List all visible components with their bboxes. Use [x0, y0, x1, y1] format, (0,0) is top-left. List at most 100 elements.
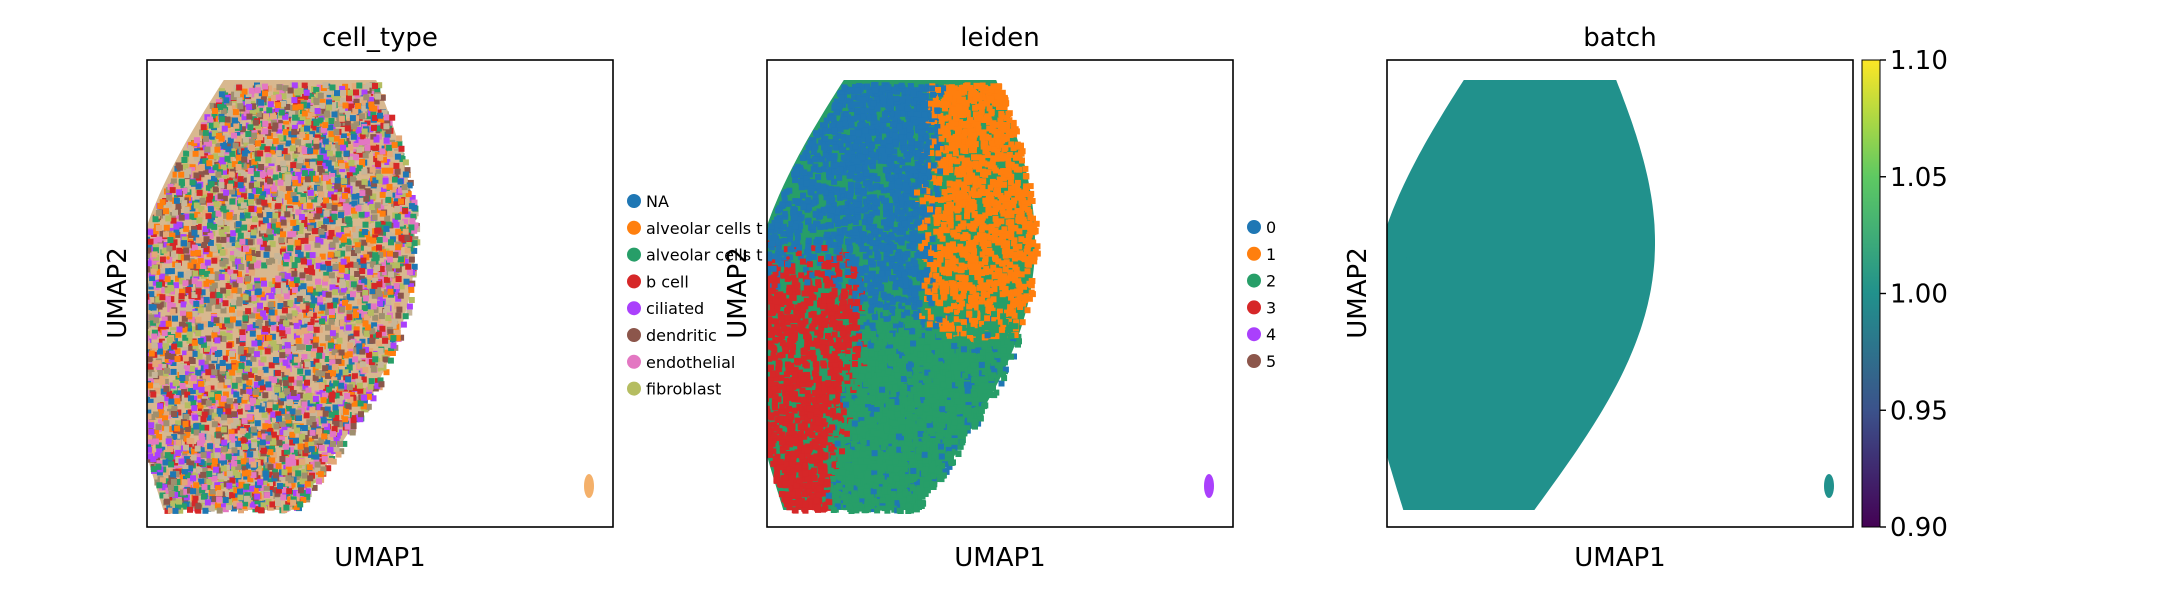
scatter-point [207, 193, 214, 200]
scatter-point [284, 180, 291, 187]
scatter-point [270, 229, 277, 236]
scatter-point [286, 399, 293, 406]
scatter-point [206, 461, 213, 468]
scatter-point [191, 350, 198, 357]
scatter-point [304, 244, 311, 251]
scatter-point [313, 400, 320, 407]
scatter-point [266, 258, 272, 265]
scatter-point [139, 376, 145, 382]
scatter-point [300, 496, 307, 503]
scatter-point [328, 230, 335, 236]
scatter-point [404, 247, 411, 254]
scatter-point [170, 244, 176, 251]
scatter-point [131, 364, 137, 370]
scatter-point [387, 250, 393, 257]
scatter-point [353, 237, 360, 244]
scatter-point [282, 376, 289, 383]
scatter-point [156, 448, 163, 454]
scatter-point [352, 232, 359, 239]
scatter-point [283, 398, 290, 405]
scatter-point [183, 213, 190, 220]
scatter-point [300, 196, 306, 203]
scatter-point [329, 431, 336, 438]
scatter-point [275, 463, 282, 470]
scatter-point [411, 247, 418, 254]
scatter-point [321, 456, 328, 463]
scatter-point [209, 293, 216, 300]
scatter-point [346, 290, 353, 297]
scatter-point [156, 281, 163, 288]
scatter-point [236, 337, 243, 344]
scatter-point [317, 296, 323, 303]
scatter-point [289, 431, 296, 438]
scatter-point [351, 200, 358, 207]
scatter-point [333, 135, 340, 142]
scatter-point [272, 468, 278, 475]
scatter-point [378, 204, 385, 211]
scatter-point [371, 292, 378, 299]
scatter-point [365, 393, 372, 400]
scatter-point [311, 110, 318, 117]
scatter-point [262, 90, 268, 97]
scatter-point [271, 95, 277, 101]
scatter-point [385, 127, 392, 134]
scatter-point [242, 369, 249, 376]
scatter-point [167, 484, 174, 491]
scatter-point [339, 320, 346, 327]
scatter-point [225, 363, 232, 370]
scatter-point [258, 99, 265, 106]
scatter-point [335, 231, 342, 238]
scatter-point [256, 306, 263, 312]
scatter-point [322, 290, 329, 297]
scatter-point [158, 396, 165, 403]
scatter-point [239, 355, 246, 362]
scatter-point [344, 208, 351, 215]
scatter-point [366, 386, 373, 393]
scatter-point [175, 275, 181, 282]
scatter-point [261, 236, 268, 243]
scatter-point [150, 466, 157, 473]
scatter-point [394, 213, 401, 220]
scatter-point [256, 463, 263, 470]
scatter-point [140, 356, 146, 362]
scatter-point [341, 178, 348, 185]
scatter-point [207, 267, 214, 274]
scatter-point [205, 342, 212, 349]
scatter-point [147, 307, 150, 314]
scatter-point [302, 383, 309, 390]
scatter-point [202, 130, 209, 137]
scatter-point [276, 84, 283, 91]
scatter-point [307, 333, 314, 340]
scatter-point [237, 348, 244, 355]
scatter-point [319, 107, 326, 114]
scatter-point [196, 453, 203, 460]
scatter-point [287, 472, 294, 478]
scatter-point [186, 331, 193, 338]
scatter-point [181, 157, 188, 163]
scatter-point [234, 250, 241, 257]
scatter-point [223, 219, 230, 226]
scatter-point [241, 275, 247, 282]
scatter-point [160, 481, 167, 488]
scatter-point [392, 278, 399, 285]
scatter-point [147, 229, 154, 236]
scatter-point [313, 326, 320, 333]
scatter-point [173, 395, 180, 402]
scatter-point [162, 459, 169, 466]
scatter-point [394, 153, 401, 160]
scatter-point [284, 413, 291, 420]
scatter-point [356, 165, 363, 172]
scatter-point [223, 175, 230, 182]
scatter-point [317, 471, 324, 478]
scatter-point [165, 215, 172, 222]
scatter-point [178, 321, 185, 328]
scatter-point [330, 169, 337, 176]
scatter-point [147, 322, 150, 329]
scatter-point [324, 438, 331, 445]
scatter-point [153, 317, 160, 324]
scatter-point [135, 297, 141, 303]
scatter-point [282, 380, 289, 387]
scatter-point [362, 289, 369, 296]
scatter-point [291, 270, 298, 277]
scatter-point [337, 160, 344, 166]
